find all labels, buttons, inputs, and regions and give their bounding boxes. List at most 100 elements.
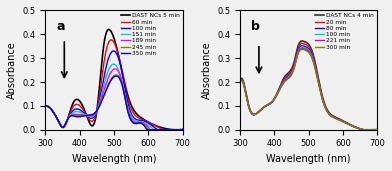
Line: 20 min: 20 min (240, 43, 377, 130)
80 min (347, 124, 352, 126)
DAST NCs 4 min (347, 123, 352, 125)
DAST NCs 5 min (180, 129, 185, 131)
151 min (98, 96, 103, 98)
221 min (252, 114, 256, 116)
245 min (114, 74, 119, 76)
221 min (332, 117, 337, 119)
151 min (57, 122, 62, 124)
Line: 60 min: 60 min (45, 40, 183, 130)
20 min (345, 122, 349, 124)
151 min (153, 129, 158, 131)
189 min (113, 68, 118, 70)
Line: 80 min: 80 min (240, 46, 377, 130)
350 min (180, 129, 185, 131)
Text: b: b (251, 20, 260, 33)
Y-axis label: Absorbance: Absorbance (201, 41, 212, 99)
20 min (238, 81, 242, 83)
DAST NCs 5 min (43, 105, 48, 107)
100 min (347, 124, 352, 126)
100 min (180, 129, 185, 131)
245 min (137, 122, 142, 124)
X-axis label: Wavelength (nm): Wavelength (nm) (266, 154, 351, 164)
DAST NCs 5 min (98, 71, 103, 73)
221 min (293, 61, 298, 63)
221 min (362, 129, 367, 131)
100 min (152, 127, 157, 129)
DAST NCs 4 min (332, 116, 337, 118)
100 min (111, 50, 116, 52)
151 min (111, 63, 116, 65)
245 min (146, 129, 151, 131)
300 min (238, 82, 242, 84)
151 min (152, 129, 156, 131)
DAST NCs 5 min (152, 124, 157, 126)
20 min (347, 123, 352, 126)
20 min (375, 129, 379, 131)
Line: 245 min: 245 min (45, 75, 183, 130)
DAST NCs 4 min (238, 80, 242, 82)
100 min (43, 105, 48, 107)
DAST NCs 4 min (361, 129, 366, 131)
80 min (238, 82, 242, 84)
Legend: DAST NCs 5 min, 60 min, 100 min, 151 min, 189 min, 245 min, 350 min: DAST NCs 5 min, 60 min, 100 min, 151 min… (120, 12, 181, 57)
60 min (137, 117, 142, 119)
DAST NCs 4 min (252, 113, 256, 115)
221 min (375, 129, 379, 131)
80 min (300, 45, 305, 47)
350 min (137, 122, 142, 124)
60 min (180, 129, 185, 131)
Line: 100 min: 100 min (240, 47, 377, 130)
245 min (180, 129, 185, 131)
221 min (345, 123, 349, 125)
Line: 350 min: 350 min (45, 76, 183, 130)
100 min (103, 67, 108, 69)
245 min (153, 129, 158, 131)
189 min (180, 129, 185, 131)
60 min (162, 129, 166, 131)
20 min (298, 43, 303, 45)
60 min (109, 39, 114, 41)
221 min (298, 48, 303, 50)
DAST NCs 5 min (137, 116, 142, 118)
60 min (152, 125, 157, 127)
151 min (103, 77, 108, 79)
350 min (98, 102, 103, 104)
300 min (300, 48, 305, 50)
245 min (43, 105, 48, 107)
Line: 151 min: 151 min (45, 64, 183, 130)
100 min (57, 122, 62, 124)
DAST NCs 5 min (103, 33, 108, 35)
350 min (114, 75, 119, 77)
DAST NCs 5 min (57, 122, 62, 124)
245 min (98, 102, 103, 104)
300 min (347, 124, 352, 126)
100 min (252, 114, 256, 116)
151 min (43, 105, 48, 107)
350 min (43, 105, 48, 107)
189 min (98, 99, 103, 101)
100 min (362, 129, 367, 131)
DAST NCs 5 min (150, 123, 155, 125)
300 min (298, 49, 303, 51)
245 min (103, 89, 108, 91)
300 min (332, 117, 337, 119)
350 min (145, 129, 149, 131)
80 min (298, 45, 303, 47)
Legend: DAST NCs 4 min, 20 min, 80 min, 100 min, 221 min, 300 min: DAST NCs 4 min, 20 min, 80 min, 100 min,… (314, 12, 376, 51)
189 min (150, 129, 155, 131)
Text: a: a (56, 20, 65, 33)
80 min (375, 129, 379, 131)
100 min (298, 47, 303, 49)
100 min (345, 123, 349, 125)
Line: DAST NCs 5 min: DAST NCs 5 min (45, 29, 183, 130)
20 min (252, 114, 256, 116)
350 min (153, 129, 158, 131)
X-axis label: Wavelength (nm): Wavelength (nm) (72, 154, 156, 164)
189 min (148, 129, 153, 131)
Line: 100 min: 100 min (45, 51, 183, 130)
245 min (57, 122, 62, 124)
100 min (332, 116, 337, 119)
80 min (252, 114, 256, 116)
Line: DAST NCs 4 min: DAST NCs 4 min (240, 41, 377, 130)
80 min (345, 122, 349, 124)
